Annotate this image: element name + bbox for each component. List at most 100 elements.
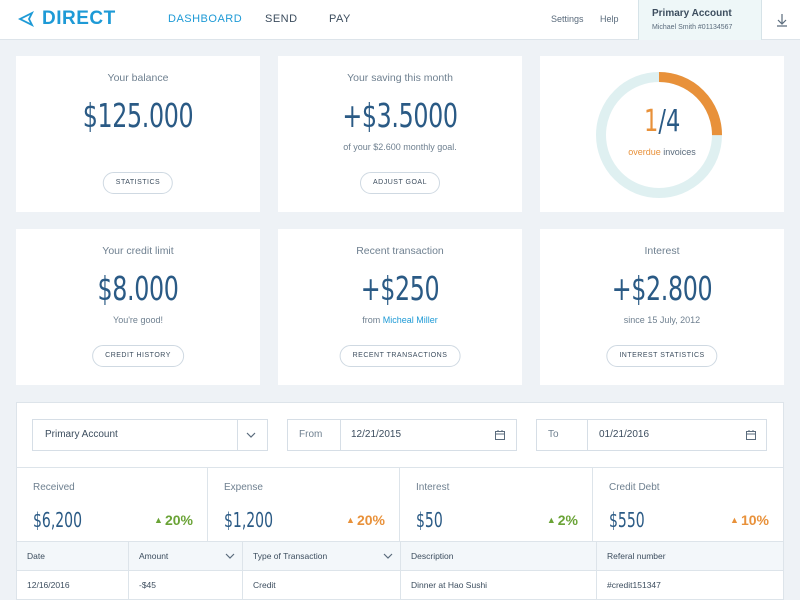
sender-name-link[interactable]: Micheal Miller <box>382 315 438 325</box>
adjust-goal-button[interactable]: ADJUST GOAL <box>360 172 440 194</box>
help-link[interactable]: Help <box>600 14 619 24</box>
stat-change-value: 10% <box>740 512 769 528</box>
account-switcher[interactable]: Primary Account Michael Smith #01134567 <box>638 0 762 40</box>
stat-value: $550 <box>609 508 645 532</box>
download-button[interactable] <box>764 0 800 40</box>
from-prefix: from <box>362 315 383 325</box>
settings-link[interactable]: Settings <box>551 14 584 24</box>
table-row[interactable]: 12/16/2016 -$45 Credit Dinner at Hao Sus… <box>17 571 783 599</box>
summary-stats: Received $6,200 ▲ 20% Expense $1,200 ▲ 20%… <box>17 467 783 542</box>
interest-value: +$2.800 <box>611 269 713 308</box>
stat-change-value: 2% <box>557 512 578 528</box>
saving-card: Your saving this month +$3.5000 of your … <box>278 56 522 212</box>
table-header: Date Amount Type of Transaction Descript… <box>17 541 783 571</box>
invoices-count: 1/4 <box>644 104 680 139</box>
transaction-card: Recent transaction +$250 from Micheal Mi… <box>278 229 522 385</box>
stat-value: $6,200 <box>33 508 82 532</box>
stat-change: ▲ 2% <box>547 512 578 528</box>
column-header-date[interactable]: Date <box>17 542 129 570</box>
transaction-label: Recent transaction <box>356 245 444 257</box>
download-icon <box>777 14 787 27</box>
invoices-word: invoices <box>660 147 696 157</box>
credit-label: Your credit limit <box>102 245 174 257</box>
from-label: From <box>299 429 323 440</box>
nav-send[interactable]: SEND <box>265 13 298 25</box>
account-select[interactable]: Primary Account <box>32 419 268 451</box>
column-header-amount[interactable]: Amount <box>129 542 243 570</box>
total-count: /4 <box>658 104 681 139</box>
credit-value: $8.000 <box>97 269 179 308</box>
stat-change-value: 20% <box>356 512 385 528</box>
transaction-value: +$250 <box>360 269 440 308</box>
from-date-value: 12/21/2015 <box>351 429 402 440</box>
interest-card: Interest +$2.800 since 15 July, 2012 INT… <box>540 229 784 385</box>
cell-type: Credit <box>243 571 401 599</box>
cell-description: Dinner at Hao Sushi <box>401 571 597 599</box>
stat-change-value: 20% <box>164 512 193 528</box>
to-date-field[interactable]: To 01/21/2016 <box>536 419 767 451</box>
interest-since: since 15 July, 2012 <box>623 315 701 325</box>
logo[interactable]: DIRECT <box>16 8 116 30</box>
from-date-field[interactable]: From 12/21/2015 <box>287 419 517 451</box>
arrow-up-icon: ▲ <box>730 515 739 525</box>
arrow-up-icon: ▲ <box>546 515 556 525</box>
calendar-icon[interactable] <box>745 429 757 441</box>
brand-name: DIRECT <box>42 8 116 29</box>
invoices-label: overdue invoices <box>540 147 784 157</box>
logo-icon <box>18 11 34 27</box>
to-label: To <box>548 429 559 440</box>
stat-label: Expense <box>224 482 263 493</box>
credit-status: You're good! <box>113 315 163 325</box>
stat-value: $1,200 <box>224 508 273 532</box>
interest-label: Interest <box>644 245 680 257</box>
account-title: Primary Account <box>652 8 732 19</box>
invoices-donut-chart <box>596 72 722 198</box>
stat-value: $50 <box>416 508 443 532</box>
column-header-label: Amount <box>139 551 169 561</box>
to-date-value: 01/21/2016 <box>599 429 650 440</box>
account-subtitle: Michael Smith #01134567 <box>652 24 733 31</box>
credit-history-button[interactable]: CREDIT HISTORY <box>92 345 184 367</box>
top-bar: DIRECT DASHBOARD SEND PAY Settings Help … <box>0 0 800 40</box>
invoices-card: 1/4 overdue invoices <box>540 56 784 212</box>
stat-label: Interest <box>416 482 450 493</box>
calendar-icon[interactable] <box>494 429 506 441</box>
stat-received: Received $6,200 ▲ 20% <box>17 468 208 542</box>
column-header-label: Type of Transaction <box>253 551 328 561</box>
saving-goal-text: of your $2.600 monthly goal. <box>343 142 457 152</box>
arrow-up-icon: ▲ <box>154 515 163 525</box>
overdue-count: 1 <box>643 104 659 139</box>
balance-value: $125.000 <box>82 96 194 135</box>
stat-change: ▲ 20% <box>346 512 385 528</box>
column-header-referal[interactable]: Referal number <box>607 551 666 561</box>
saving-value: +$3.5000 <box>342 96 458 135</box>
cell-date: 12/16/2016 <box>17 571 129 599</box>
stat-change: ▲ 10% <box>730 512 769 528</box>
nav-pay[interactable]: PAY <box>329 13 351 25</box>
column-header-description[interactable]: Description <box>401 542 597 570</box>
recent-transactions-button[interactable]: RECENT TRANSACTIONS <box>339 345 461 367</box>
stat-interest: Interest $50 ▲ 2% <box>400 468 593 542</box>
stat-label: Credit Debt <box>609 482 660 493</box>
donut-overdue-arc <box>596 72 722 198</box>
stat-credit-debt: Credit Debt $550 ▲ 10% <box>593 468 783 542</box>
cell-referal: #credit151347 <box>607 580 661 590</box>
account-select-value: Primary Account <box>45 429 118 440</box>
balance-label: Your balance <box>107 72 169 84</box>
overdue-word: overdue <box>628 147 661 157</box>
column-header-type[interactable]: Type of Transaction <box>243 542 401 570</box>
chevron-down-icon <box>383 553 393 559</box>
statistics-button[interactable]: STATISTICS <box>102 172 174 194</box>
transaction-from: from Micheal Miller <box>278 315 522 325</box>
stat-expense: Expense $1,200 ▲ 20% <box>208 468 400 542</box>
arrow-up-icon: ▲ <box>346 515 355 525</box>
chevron-down-icon <box>225 553 235 559</box>
stat-label: Received <box>33 482 75 493</box>
nav-dashboard[interactable]: DASHBOARD <box>168 13 243 25</box>
credit-card: Your credit limit $8.000 You're good! CR… <box>16 229 260 385</box>
chevron-down-icon <box>246 432 256 438</box>
cell-amount: -$45 <box>129 571 243 599</box>
saving-label: Your saving this month <box>347 72 453 84</box>
interest-statistics-button[interactable]: INTEREST STATISTICS <box>606 345 718 367</box>
stat-change: ▲ 20% <box>154 512 193 528</box>
